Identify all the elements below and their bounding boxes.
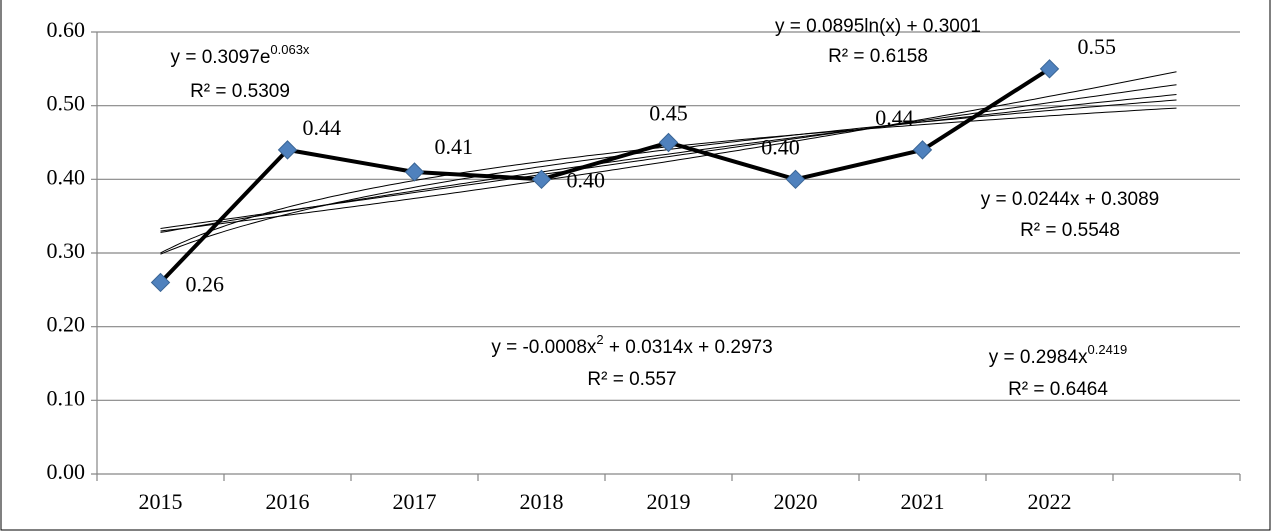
equation-part: y = 0.3097e	[171, 47, 271, 68]
data-label: 0.55	[1078, 34, 1117, 59]
y-tick-label: 0.40	[47, 164, 86, 189]
equation-part: + 0.0314x + 0.2973	[604, 337, 773, 358]
trendline	[160, 71, 1177, 232]
x-tick-label: 2015	[139, 489, 183, 514]
equation-part: y = -0.0008x	[491, 337, 597, 358]
trendline-r2: R² = 0.557	[587, 369, 676, 390]
marker	[658, 132, 679, 153]
data-label: 0.45	[649, 101, 688, 126]
y-tick-label: 0.00	[47, 459, 86, 484]
marker	[531, 169, 552, 190]
marker	[1039, 59, 1060, 79]
y-tick-label: 0.60	[47, 17, 86, 42]
x-tick-label: 2016	[266, 489, 310, 514]
equation-part: 2	[596, 332, 603, 347]
y-tick-label: 0.10	[47, 385, 86, 410]
equation-part: 0.063x	[270, 42, 310, 57]
trendline-equation: y = 0.3097e0.063x	[171, 42, 310, 68]
trendline-r2: R² = 0.5309	[190, 81, 290, 102]
equation-part: 0.2419	[1088, 342, 1128, 357]
data-label: 0.40	[761, 134, 800, 159]
data-label: 0.40	[567, 167, 606, 192]
trendline-r2: R² = 0.5548	[1020, 220, 1120, 241]
y-tick-label: 0.20	[47, 312, 86, 337]
trendline-equation: y = 0.0244x + 0.3089	[981, 189, 1160, 210]
equation-part: y = 0.2984x	[989, 347, 1088, 368]
x-tick-label: 2020	[774, 489, 818, 514]
y-tick-label: 0.30	[47, 238, 86, 263]
trendline-r2: R² = 0.6464	[1008, 379, 1108, 400]
x-tick-label: 2019	[647, 489, 691, 514]
marker	[150, 272, 171, 293]
x-tick-label: 2021	[901, 489, 945, 514]
series-line	[159, 67, 1051, 284]
marker	[277, 140, 298, 160]
marker	[912, 140, 933, 160]
x-tick-label: 2017	[393, 489, 437, 514]
x-tick-label: 2022	[1028, 489, 1072, 514]
data-label: 0.44	[875, 105, 914, 130]
y-tick-label: 0.50	[47, 91, 86, 116]
x-tick-label: 2018	[520, 489, 564, 514]
data-label: 0.44	[303, 115, 342, 140]
trendline-equation: y = -0.0008x2 + 0.0314x + 0.2973	[491, 332, 772, 358]
marker	[404, 162, 425, 182]
data-label: 0.41	[435, 134, 474, 159]
marker	[785, 169, 806, 190]
data-label: 0.26	[186, 272, 225, 297]
trendline-equation: y = 0.0895ln(x) + 0.3001	[775, 16, 981, 37]
trendline-r2: R² = 0.6158	[828, 46, 928, 67]
trendline-equation: y = 0.2984x0.2419	[989, 342, 1128, 368]
equation-part: y = 0.0244x + 0.3089	[981, 189, 1160, 210]
equation-part: y = 0.0895ln(x) + 0.3001	[775, 16, 981, 37]
